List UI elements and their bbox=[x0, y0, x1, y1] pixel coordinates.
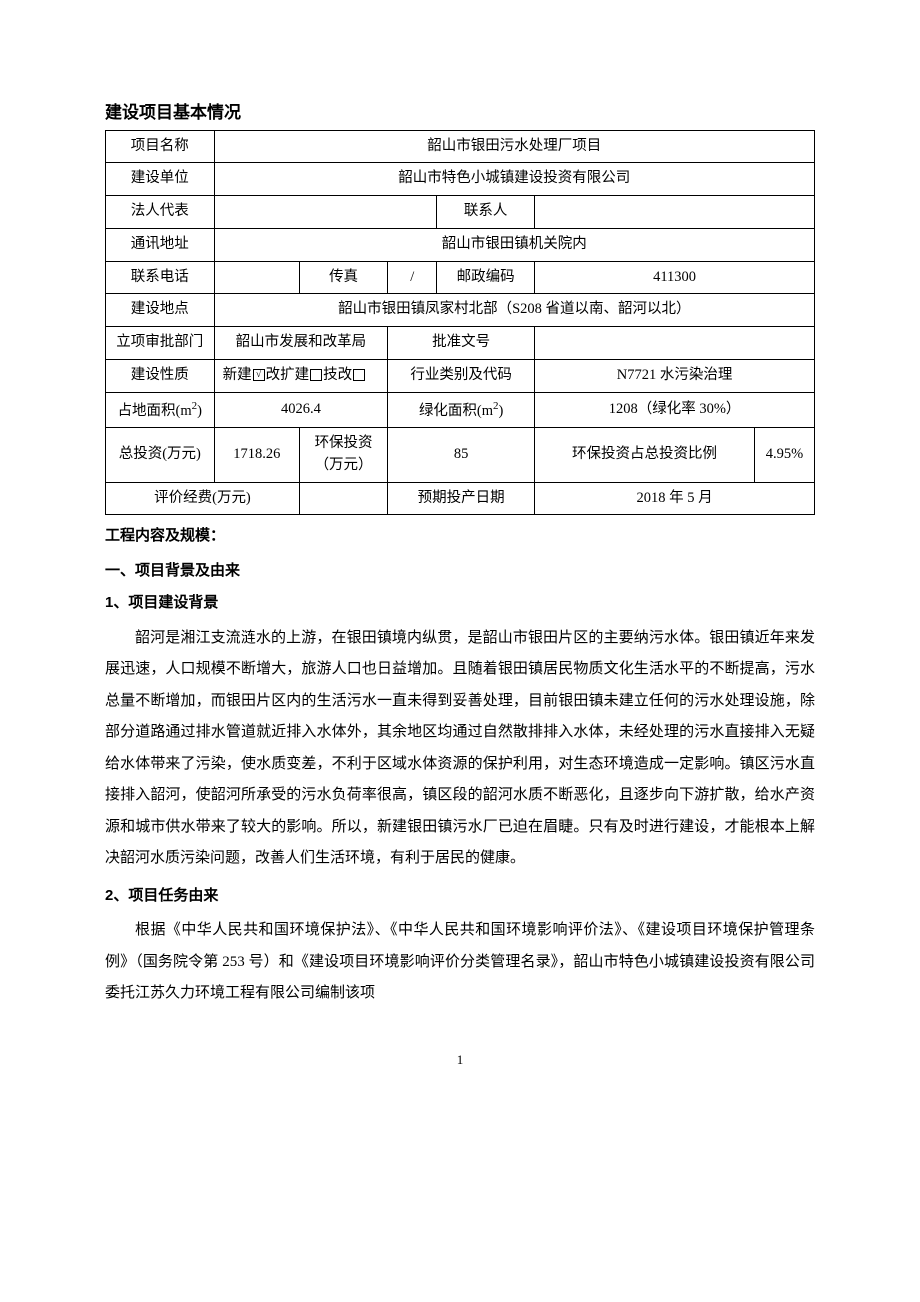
label-total-invest: 总投资(万元) bbox=[106, 428, 215, 483]
checkbox-tech bbox=[353, 369, 365, 381]
value-green-area: 1208（绿化率 30%） bbox=[535, 392, 815, 428]
label-nature: 建设性质 bbox=[106, 359, 215, 392]
content-heading-scope: 工程内容及规模： bbox=[105, 525, 815, 548]
paragraph-task: 根据《中华人民共和国环境保护法》、《中华人民共和国环境影响评价法》、《建设项目环… bbox=[105, 915, 815, 1010]
label-construction-unit: 建设单位 bbox=[106, 163, 215, 196]
label-env-invest: 环保投资（万元） bbox=[299, 428, 387, 483]
value-expected-date: 2018 年 5 月 bbox=[535, 482, 815, 515]
row-nature: 建设性质 新建√改扩建技改 行业类别及代码 N7721 水污染治理 bbox=[106, 359, 815, 392]
value-location: 韶山市银田镇凤家村北部（S208 省道以南、韶河以北） bbox=[214, 294, 814, 327]
label-env-ratio: 环保投资占总投资比例 bbox=[535, 428, 755, 483]
label-approval-dept: 立项审批部门 bbox=[106, 327, 215, 360]
row-area: 占地面积(m2) 4026.4 绿化面积(m2) 1208（绿化率 30%） bbox=[106, 392, 815, 428]
label-location: 建设地点 bbox=[106, 294, 215, 327]
value-approval-num bbox=[535, 327, 815, 360]
value-construction-unit: 韶山市特色小城镇建设投资有限公司 bbox=[214, 163, 814, 196]
row-legal-rep: 法人代表 联系人 bbox=[106, 196, 815, 229]
label-postcode: 邮政编码 bbox=[437, 261, 535, 294]
value-nature: 新建√改扩建技改 bbox=[214, 359, 388, 392]
content-heading-bg2: 2、项目任务由来 bbox=[105, 885, 815, 908]
value-fax: / bbox=[388, 261, 437, 294]
value-address: 韶山市银田镇机关院内 bbox=[214, 228, 814, 261]
label-industry: 行业类别及代码 bbox=[388, 359, 535, 392]
content-heading-bg1: 1、项目建设背景 bbox=[105, 592, 815, 615]
value-legal-rep bbox=[214, 196, 437, 229]
page-number: 1 bbox=[105, 1050, 815, 1070]
section-title: 建设项目基本情况 bbox=[105, 100, 815, 126]
value-phone bbox=[214, 261, 299, 294]
label-eval-fee: 评价经费(万元) bbox=[106, 482, 300, 515]
value-env-invest: 85 bbox=[388, 428, 535, 483]
basic-info-table: 项目名称 韶山市银田污水处理厂项目 建设单位 韶山市特色小城镇建设投资有限公司 … bbox=[105, 130, 815, 516]
value-eval-fee bbox=[299, 482, 387, 515]
label-address: 通讯地址 bbox=[106, 228, 215, 261]
label-land-area: 占地面积(m2) bbox=[106, 392, 215, 428]
paragraph-background: 韶河是湘江支流涟水的上游，在银田镇境内纵贯，是韶山市银田片区的主要纳污水体。银田… bbox=[105, 623, 815, 875]
row-eval-fee: 评价经费(万元) 预期投产日期 2018 年 5 月 bbox=[106, 482, 815, 515]
value-industry: N7721 水污染治理 bbox=[535, 359, 815, 392]
label-approval-num: 批准文号 bbox=[388, 327, 535, 360]
value-total-invest: 1718.26 bbox=[214, 428, 299, 483]
row-address: 通讯地址 韶山市银田镇机关院内 bbox=[106, 228, 815, 261]
row-phone: 联系电话 传真 / 邮政编码 411300 bbox=[106, 261, 815, 294]
value-approval-dept: 韶山市发展和改革局 bbox=[214, 327, 388, 360]
row-project-name: 项目名称 韶山市银田污水处理厂项目 bbox=[106, 130, 815, 163]
row-location: 建设地点 韶山市银田镇凤家村北部（S208 省道以南、韶河以北） bbox=[106, 294, 815, 327]
row-investment: 总投资(万元) 1718.26 环保投资（万元） 85 环保投资占总投资比例 4… bbox=[106, 428, 815, 483]
row-approval: 立项审批部门 韶山市发展和改革局 批准文号 bbox=[106, 327, 815, 360]
value-contact bbox=[535, 196, 815, 229]
label-legal-rep: 法人代表 bbox=[106, 196, 215, 229]
label-project-name: 项目名称 bbox=[106, 130, 215, 163]
label-fax: 传真 bbox=[299, 261, 387, 294]
value-env-ratio: 4.95% bbox=[754, 428, 814, 483]
checkbox-rebuild bbox=[310, 369, 322, 381]
row-construction-unit: 建设单位 韶山市特色小城镇建设投资有限公司 bbox=[106, 163, 815, 196]
label-green-area: 绿化面积(m2) bbox=[388, 392, 535, 428]
value-project-name: 韶山市银田污水处理厂项目 bbox=[214, 130, 814, 163]
checkbox-new: √ bbox=[253, 369, 265, 381]
label-expected-date: 预期投产日期 bbox=[388, 482, 535, 515]
value-postcode: 411300 bbox=[535, 261, 815, 294]
content-heading-background: 一、项目背景及由来 bbox=[105, 560, 815, 583]
label-phone: 联系电话 bbox=[106, 261, 215, 294]
value-land-area: 4026.4 bbox=[214, 392, 388, 428]
label-contact: 联系人 bbox=[437, 196, 535, 229]
